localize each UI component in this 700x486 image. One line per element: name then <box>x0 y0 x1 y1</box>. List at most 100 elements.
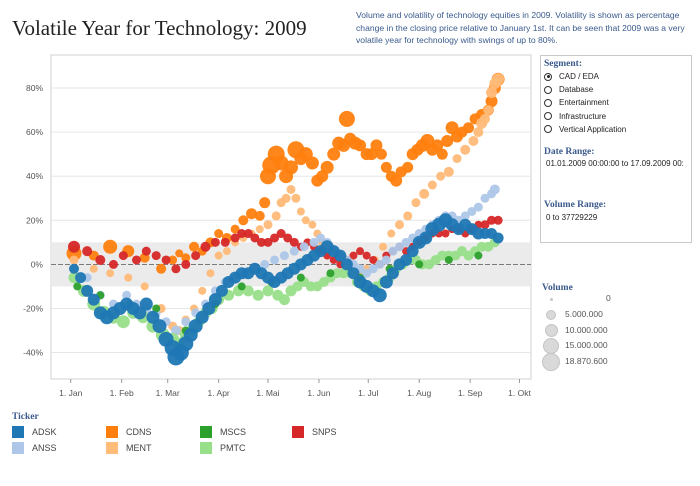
segment-option[interactable]: CAD / EDA <box>544 70 599 83</box>
data-point-anss[interactable] <box>316 233 326 243</box>
data-point-anss[interactable] <box>381 255 391 265</box>
data-point-anss[interactable] <box>368 264 378 274</box>
data-point-snps[interactable] <box>356 247 365 256</box>
data-point-cdns[interactable] <box>354 139 367 152</box>
data-point-snps[interactable] <box>141 246 151 256</box>
data-point-mscs[interactable] <box>152 304 161 313</box>
ticker-legend-item[interactable]: ADSK <box>12 425 57 439</box>
data-point-ment[interactable] <box>419 188 430 199</box>
data-point-adsk[interactable] <box>406 245 419 258</box>
data-point-ment[interactable] <box>427 180 437 190</box>
data-point-cdns[interactable] <box>338 110 355 127</box>
data-point-cdns[interactable] <box>181 253 191 263</box>
data-point-adsk[interactable] <box>81 284 94 297</box>
data-point-snps[interactable] <box>210 237 220 247</box>
data-point-ment[interactable] <box>308 220 317 229</box>
data-point-ment[interactable] <box>296 207 305 216</box>
data-point-anss[interactable] <box>401 237 411 247</box>
data-point-ment[interactable] <box>473 127 484 138</box>
data-point-ment[interactable] <box>255 225 264 234</box>
data-point-cdns[interactable] <box>390 174 403 187</box>
data-point-cdns[interactable] <box>230 224 240 234</box>
data-point-mscs[interactable] <box>444 255 453 264</box>
data-point-ment[interactable] <box>403 211 413 221</box>
data-point-ment[interactable] <box>394 220 404 230</box>
data-point-ment[interactable] <box>387 229 396 238</box>
data-point-anss[interactable] <box>122 290 132 300</box>
data-point-snps[interactable] <box>256 237 266 247</box>
data-point-cdns[interactable] <box>431 139 444 152</box>
ticker-legend-item[interactable]: MENT <box>106 441 152 455</box>
data-point-anss[interactable] <box>489 184 500 195</box>
data-point-ment[interactable] <box>271 211 281 221</box>
data-point-snps[interactable] <box>151 251 161 261</box>
data-point-anss[interactable] <box>394 242 404 252</box>
data-point-snps[interactable] <box>171 264 181 274</box>
data-point-adsk[interactable] <box>372 288 387 303</box>
ticker-legend-item[interactable]: PMTC <box>200 441 246 455</box>
data-point-cdns[interactable] <box>463 122 475 134</box>
data-point-snps[interactable] <box>270 233 280 243</box>
data-point-snps[interactable] <box>200 241 211 252</box>
data-point-anss[interactable] <box>375 259 385 269</box>
data-point-snps[interactable] <box>230 233 240 243</box>
data-point-adsk[interactable] <box>379 275 393 289</box>
data-point-adsk[interactable] <box>152 319 167 334</box>
data-point-cdns[interactable] <box>156 263 167 274</box>
data-point-mscs[interactable] <box>326 269 335 278</box>
data-point-adsk[interactable] <box>492 232 504 244</box>
data-point-anss[interactable] <box>362 268 372 278</box>
data-point-mscs[interactable] <box>73 282 82 291</box>
data-point-cdns[interactable] <box>320 160 334 174</box>
segment-option[interactable]: Vertical Application <box>544 123 626 136</box>
data-point-snps[interactable] <box>487 215 497 225</box>
volume-range-value[interactable]: 0 to 37729229 <box>546 213 598 222</box>
data-point-anss[interactable] <box>260 259 270 269</box>
data-point-snps[interactable] <box>118 251 128 261</box>
segment-option[interactable]: Entertainment <box>544 96 609 109</box>
data-point-cdns[interactable] <box>305 156 319 170</box>
data-point-anss[interactable] <box>388 246 398 256</box>
radio-button-icon[interactable] <box>544 112 552 121</box>
data-point-cdns[interactable] <box>284 160 298 175</box>
data-point-anss[interactable] <box>289 246 299 256</box>
data-point-anss[interactable] <box>467 206 477 216</box>
data-point-anss[interactable] <box>299 242 309 252</box>
data-point-ment[interactable] <box>286 184 296 194</box>
data-point-cdns[interactable] <box>485 95 498 108</box>
data-point-ment[interactable] <box>198 286 207 295</box>
data-point-snps[interactable] <box>369 255 378 264</box>
data-point-ment[interactable] <box>106 269 115 278</box>
data-point-mscs[interactable] <box>296 273 305 282</box>
data-point-ment[interactable] <box>291 193 301 203</box>
data-point-cdns[interactable] <box>259 197 271 209</box>
data-point-snps[interactable] <box>181 259 191 269</box>
data-point-cdns[interactable] <box>214 229 224 239</box>
data-point-anss[interactable] <box>480 193 490 203</box>
data-point-snps[interactable] <box>95 254 106 265</box>
data-point-mscs[interactable] <box>474 251 483 260</box>
data-point-snps[interactable] <box>480 220 490 230</box>
data-point-snps[interactable] <box>263 237 273 247</box>
data-point-cdns[interactable] <box>402 161 414 173</box>
data-point-ment[interactable] <box>222 247 231 256</box>
data-point-cdns[interactable] <box>375 148 387 160</box>
data-point-snps[interactable] <box>68 240 81 253</box>
data-point-anss[interactable] <box>460 211 470 221</box>
data-point-ment[interactable] <box>89 264 98 273</box>
data-point-ment[interactable] <box>443 166 454 177</box>
data-point-ment[interactable] <box>452 154 462 164</box>
data-point-ment[interactable] <box>436 171 446 181</box>
data-point-cdns[interactable] <box>380 161 392 173</box>
data-point-adsk[interactable] <box>139 297 153 311</box>
data-point-ment[interactable] <box>479 113 490 124</box>
data-point-snps[interactable] <box>237 229 247 239</box>
data-point-ment[interactable] <box>486 86 498 98</box>
data-point-snps[interactable] <box>250 233 260 243</box>
data-point-anss[interactable] <box>309 237 319 247</box>
data-point-ment[interactable] <box>468 135 479 146</box>
data-point-ment[interactable] <box>281 193 291 203</box>
data-point-snps[interactable] <box>131 255 141 265</box>
data-point-snps[interactable] <box>283 233 293 243</box>
